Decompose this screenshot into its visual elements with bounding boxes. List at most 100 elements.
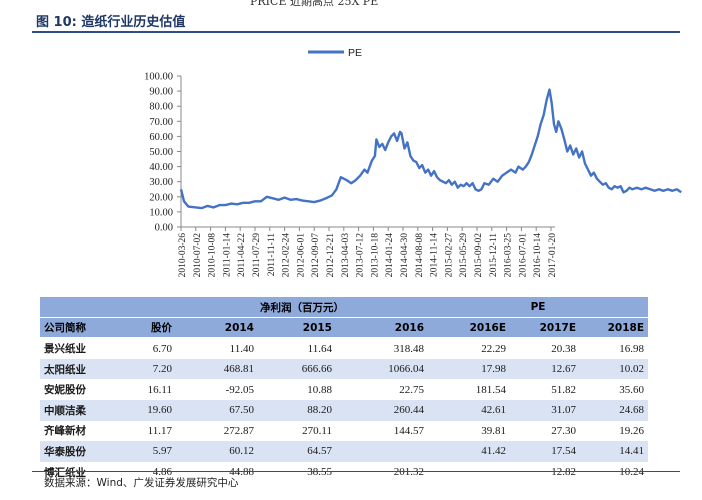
company-name: 景兴纸业 [44,343,86,356]
top-snippet-text: PRICE 近期高点 25X PE [250,0,379,8]
table-row: 太阳纸业 7.20 468.81 666.66 1066.04 17.98 12… [40,358,649,380]
net-profit-2014-cell: -92.05 [225,383,254,396]
x-tick-label: 2013-10-18 [370,233,380,278]
x-tick-label: 2011-11-11 [267,233,277,277]
pe-2017e-cell: 27.30 [551,424,577,437]
title-rule [32,31,680,33]
pe-2018e-cell: 24.68 [580,399,649,421]
pe-2018e-cell: 16.98 [619,342,645,355]
x-tick-label: 2011-01-14 [222,233,232,277]
net-profit-2016-cell [336,441,429,462]
col-header-2015: 2015 [258,317,336,340]
net-profit-2014-cell: 44.88 [229,466,254,479]
net-profit-group-header: 净利润（百万元） [176,297,429,319]
net-profit-2015-cell: 38.55 [307,466,332,479]
price-cell: 4.86 [152,466,172,479]
net-profit-2014-cell: 67.50 [176,399,258,421]
net-profit-2014-cell: 272.87 [223,424,254,437]
pe-2016e-cell: 39.81 [481,424,507,437]
pe-2016e-cell: 17.98 [428,358,511,380]
x-tick-label: 2015-09-02 [474,233,484,278]
net-profit-2014-cell: 11.40 [229,342,254,355]
pe-2018e-cell: 10.24 [619,466,645,479]
net-profit-2016-cell: 201.32 [393,466,425,479]
net-profit-2015-cell: 11.64 [307,342,332,355]
legend-label: PE [348,47,362,59]
company-name: 博汇纸业 [44,466,86,479]
x-tick-label: 2012-09-07 [311,233,321,278]
y-tick-label: 0.00 [155,223,173,234]
pe-2016e-cell: 22.29 [481,342,507,355]
x-tick-label: 2011-07-29 [252,233,262,277]
company-name: 太阳纸业 [40,358,120,380]
pe-2018e-cell: 35.60 [619,383,645,396]
price-cell: 7.20 [120,358,176,380]
x-tick-label: 2010-10-08 [208,233,218,278]
x-tick-label: 2011-04-22 [237,233,247,277]
pe-2017e-cell: 20.38 [551,342,577,355]
net-profit-2015-cell: 10.88 [307,383,332,396]
net-profit-2015-cell: 88.20 [258,399,336,421]
company-name: 中顺洁柔 [40,399,120,421]
price-cell: 11.17 [147,424,172,437]
y-tick-label: 30.00 [149,177,173,188]
y-tick-label: 60.00 [149,132,173,143]
col-header-name: 公司简称 [40,317,120,340]
table-row: 中顺洁柔 19.60 67.50 88.20 260.44 42.61 31.0… [40,399,649,421]
company-name: 华泰股份 [40,441,120,462]
x-tick-label: 2010-03-26 [178,233,188,278]
x-tick-label: 2015-02-27 [444,233,454,278]
col-header-2018e: 2018E [580,317,649,340]
pe-2016e-cell [428,462,510,483]
col-header-2017e: 2017E [510,317,581,340]
x-tick-label: 2016-03-25 [504,233,514,278]
net-profit-2014-cell: 60.12 [176,441,258,462]
table-row: 华泰股份 5.97 60.12 64.57 41.42 17.54 14.41 [40,441,649,462]
x-tick-label: 2010-07-02 [193,233,203,278]
net-profit-2016-cell: 260.44 [336,399,429,421]
price-cell: 5.97 [120,441,176,462]
table-row: 博汇纸业 4.86 44.88 38.55 201.32 12.82 10.24 [40,462,648,483]
pe-2017e-cell: 12.82 [551,466,577,479]
net-profit-2015-cell: 666.66 [258,358,336,380]
pe-2018e-cell: 19.26 [619,424,645,437]
y-tick-label: 10.00 [149,207,173,218]
pe-2018e-cell: 10.02 [580,358,649,380]
col-header-2014: 2014 [176,317,258,340]
net-profit-2016-cell: 22.75 [399,383,425,396]
net-profit-2016-cell: 318.48 [393,342,425,355]
y-tick-label: 70.00 [149,117,173,128]
y-tick-label: 20.00 [149,192,173,203]
pe-series-line [179,88,682,210]
x-tick-label: 2016-07-01 [518,233,528,278]
table-row: 安妮股份 16.11 -92.05 10.88 22.75 181.54 51.… [40,379,648,400]
price-cell: 19.60 [120,399,176,421]
price-cell: 6.70 [152,342,172,355]
pe-group-header: PE [428,297,649,319]
net-profit-2014-cell: 468.81 [176,358,258,380]
pe-2018e-cell: 14.41 [580,441,649,462]
x-tick-label: 2015-12-11 [489,233,499,277]
pe-line-chart: 0.00 10.00 20.00 30.00 40.00 50.00 60.00 70.00 8… [144,47,682,278]
x-tick-label: 2014-11-14 [430,233,440,277]
price-cell: 16.11 [147,383,172,396]
x-tick-label: 2015-05-29 [459,233,469,278]
pe-2017e-cell: 17.54 [510,441,581,462]
y-tick-label: 80.00 [149,102,173,113]
x-tick-label: 2013-07-12 [356,233,366,278]
figure-title: 图 10: 造纸行业历史估值 [36,15,186,30]
x-tick-label: 2014-04-30 [400,233,410,278]
net-profit-2016-cell: 144.57 [393,424,425,437]
pe-2017e-cell: 51.82 [551,383,577,396]
col-header-2016e: 2016E [428,317,511,340]
valuation-table: 净利润（百万元） PE 公司简称 股价 2014 2015 2016 2016E… [40,297,649,483]
col-header-price: 股价 [120,317,176,340]
x-tick-label: 2016-10-14 [533,233,543,278]
pe-2017e-cell: 31.07 [510,399,581,421]
table-row: 景兴纸业 6.70 11.40 11.64 318.48 22.29 20.38… [40,338,648,359]
bottom-rule [32,471,680,472]
y-tick-label: 90.00 [149,87,173,98]
net-profit-2015-cell: 64.57 [258,441,336,462]
net-profit-2015-cell: 270.11 [302,424,332,437]
x-tick-label: 2013-04-03 [341,233,351,278]
